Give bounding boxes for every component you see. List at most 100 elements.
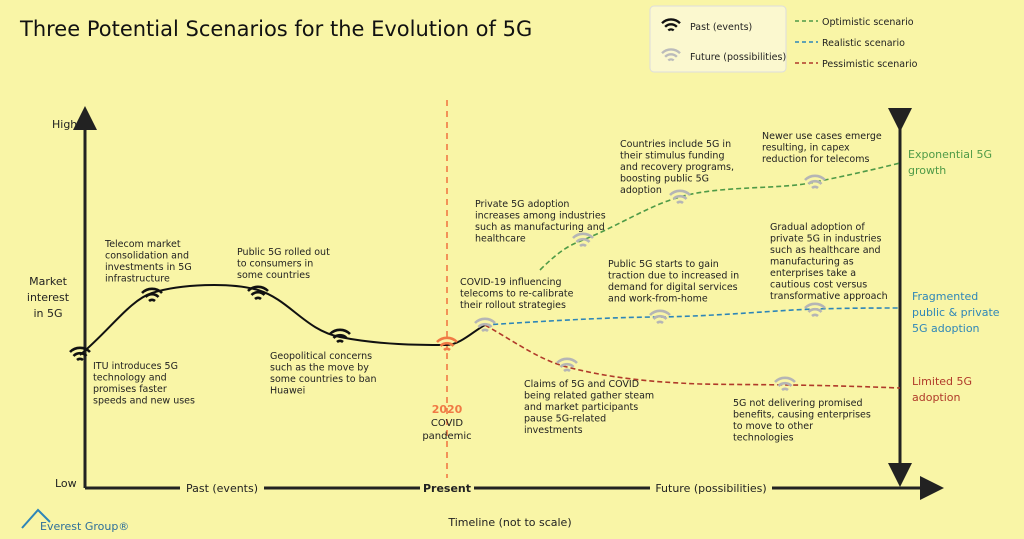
annotation: Countries include 5G in their stimulus fu… (620, 139, 734, 196)
annotation-line: cautious cost versus (770, 280, 867, 291)
annotation-line: adoption (620, 185, 662, 196)
annotation: Public 5G rolled out to consumers in some … (237, 247, 330, 281)
annotation-line: ITU introduces 5G (93, 361, 178, 372)
legend-label: Past (events) (690, 22, 752, 33)
annotation-line: being related gather steam (524, 391, 654, 402)
legend-label: Optimistic scenario (822, 17, 914, 28)
x-future: Future (possibilities) (655, 482, 766, 495)
y-axis-label: Market interest in 5G (27, 275, 70, 320)
annotation-line: benefits, causing enterprises (733, 410, 871, 421)
annotation-line: Public 5G starts to gain (608, 259, 719, 270)
annotation-line: traction due to increased in (608, 271, 739, 282)
annotation-line: Gradual adoption of (770, 222, 865, 233)
annotation-line: demand for digital services (608, 282, 738, 293)
annotation-line: their stimulus funding (620, 151, 724, 162)
annotation: Public 5G starts to gain traction due to … (608, 259, 739, 305)
outcome-optimistic-line: Exponential 5G (908, 148, 992, 161)
annotation-line: reduction for telecoms (762, 154, 869, 165)
annotation-line: telecoms to re-calibrate (460, 289, 574, 300)
label-bg (180, 480, 264, 496)
annotation: Newer use cases emerge resulting, in cape… (762, 131, 882, 165)
x-past: Past (events) (186, 482, 258, 495)
annotation-line: Public 5G rolled out (237, 247, 330, 258)
covid-label: COVID pandemic (422, 418, 471, 442)
outcome-pessimistic-line: adoption (912, 391, 961, 404)
legend-label: Pessimistic scenario (822, 59, 918, 70)
x-caption: Timeline (not to scale) (447, 516, 571, 529)
annotation-line: consolidation and (105, 251, 189, 262)
future-icon (668, 189, 692, 205)
future-icon (571, 232, 595, 248)
y-axis-label-line: Market (29, 275, 67, 288)
annotation-line: transformative approach (770, 291, 888, 302)
annotation-line: to move to other (733, 421, 813, 432)
logo-mark (21, 508, 51, 529)
y-axis-label-line: interest (27, 291, 70, 304)
pessimistic-curve (484, 324, 901, 389)
annotation-line: manufacturing as (770, 257, 854, 268)
annotation-line: and recovery programs, (620, 162, 734, 173)
annotation-line: promises faster (93, 384, 167, 395)
logo: Everest Group® (40, 520, 129, 533)
annotation-line: Countries include 5G in (620, 139, 731, 150)
covid-year: 2020 (432, 403, 463, 416)
y-high: High (52, 118, 77, 131)
annotation-line: their rollout strategies (460, 300, 566, 311)
annotation-line: such as healthcare and (770, 245, 881, 256)
annotation: Telecom market consolidation and investmen… (104, 239, 192, 285)
annotation: Gradual adoption of private 5G in industr… (770, 222, 888, 302)
annotation-line: to consumers in (237, 259, 313, 270)
future-icon (803, 174, 827, 190)
annotation-line: and market participants (524, 402, 638, 413)
annotation-line: infrastructure (105, 274, 170, 285)
y-axis-label-line: in 5G (33, 307, 62, 320)
label-bg (650, 480, 772, 496)
legend: Past (events) Future (possibilities) Opt… (649, 5, 918, 73)
annotation-line: and work-from-home (608, 294, 708, 305)
annotation-line: 5G not delivering promised (733, 398, 863, 409)
annotation-line: some countries to ban (270, 374, 376, 385)
outcome-realistic-line: public & private (912, 306, 1000, 319)
annotation-line: enterprises take a (770, 268, 856, 279)
past-curve (79, 284, 486, 356)
legend-box (649, 5, 787, 73)
annotation-line: investments in 5G (105, 262, 192, 273)
annotation-line: technologies (733, 433, 794, 444)
realistic-curve (484, 307, 901, 326)
annotation-line: private 5G in industries (770, 234, 881, 245)
annotation: Claims of 5G and COVID being related gath… (524, 379, 654, 436)
annotation: Geopolitical concerns such as the move by… (270, 351, 376, 397)
title: Three Potential Scenarios for the Evolut… (19, 17, 532, 41)
annotation-line: increases among industries (475, 211, 606, 222)
x-present: Present (423, 482, 471, 495)
annotation-line: pause 5G-related (524, 414, 606, 425)
annotation-line: Newer use cases emerge (762, 131, 882, 142)
annotation-line: Private 5G adoption (475, 199, 569, 210)
annotation-line: Telecom market (104, 239, 181, 250)
legend-label: Realistic scenario (822, 38, 905, 49)
covid-label-line: COVID (431, 418, 463, 429)
annotation-line: resulting, in capex (762, 143, 850, 154)
annotation-line: COVID-19 influencing (460, 277, 562, 288)
legend-label: Future (possibilities) (690, 52, 786, 63)
annotation: 5G not delivering promised benefits, caus… (733, 398, 871, 444)
outcome-realistic-line: 5G adoption (912, 322, 980, 335)
annotation-line: boosting public 5G (620, 174, 709, 185)
covid-label-line: pandemic (422, 431, 471, 442)
outcome-realistic: Fragmented public & private 5G adoption (912, 290, 1000, 335)
outcome-optimistic-line: growth (908, 164, 946, 177)
label-bg (420, 480, 474, 496)
annotation-line: investments (524, 425, 583, 436)
y-low: Low (55, 477, 77, 490)
annotation-line: Geopolitical concerns (270, 351, 372, 362)
future-icon (773, 376, 797, 392)
outcome-realistic-line: Fragmented (912, 290, 978, 303)
annotation-line: some countries (237, 270, 310, 281)
outcome-pessimistic-line: Limited 5G (912, 375, 972, 388)
annotation-line: Huawei (270, 386, 305, 397)
annotation-line: such as manufacturing and (475, 222, 605, 233)
annotation: Private 5G adoption increases among indus… (475, 199, 606, 245)
annotation: COVID-19 influencing telecoms to re-calib… (460, 277, 574, 311)
outcome-pessimistic: Limited 5G adoption (912, 375, 972, 404)
